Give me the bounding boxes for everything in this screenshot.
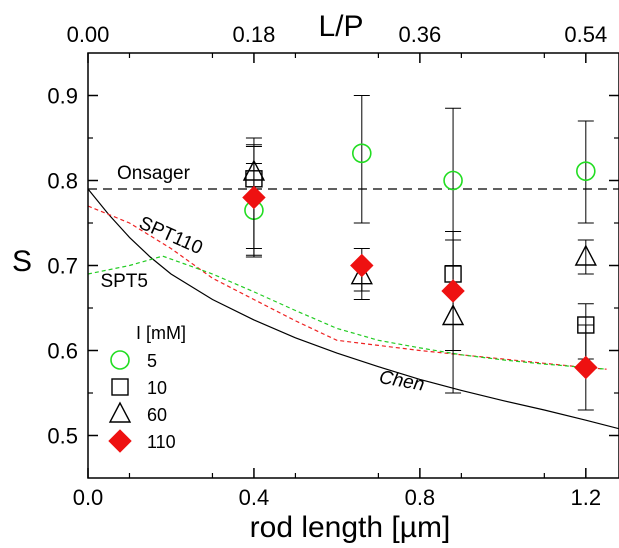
- legend-marker-5: [110, 350, 130, 370]
- data-point-5: [443, 170, 463, 191]
- line-chen: [87, 188, 619, 430]
- annotation-spt5: SPT5: [100, 271, 148, 292]
- line-spt110: [87, 205, 607, 370]
- series-60: [242, 137, 597, 394]
- legend-marker-10: [111, 378, 129, 396]
- legend-title: I [mM]: [136, 323, 186, 343]
- legend-marker-110: [108, 429, 132, 453]
- series-5: [244, 95, 596, 266]
- y-tick-label: 0.9: [47, 84, 78, 109]
- x-tick-label: 0.8: [405, 485, 436, 510]
- line-spt5: [87, 255, 607, 370]
- x-tick-label: 1.2: [571, 485, 602, 510]
- data-point-110: [242, 185, 266, 210]
- series-10: [245, 144, 595, 360]
- x2-axis-title: L/P: [318, 10, 363, 43]
- x-axis-title: rod length [µm]: [250, 511, 451, 544]
- annotation-chen: Chen: [378, 367, 426, 396]
- y-tick-label: 0.8: [47, 169, 78, 194]
- data-point-110: [574, 355, 598, 380]
- legend-label-5: 5: [147, 351, 157, 371]
- y-tick-label: 0.6: [47, 339, 78, 364]
- legend-label-10: 10: [147, 378, 167, 398]
- plot-area: Onsager SPT110 SPT5 Chen: [87, 95, 619, 430]
- x2-tick-label: 0.54: [564, 22, 607, 47]
- legend: I [mM] 5 10 60 110: [108, 323, 186, 453]
- x2-tick-label: 0.00: [67, 22, 110, 47]
- annotation-onsager: Onsager: [117, 163, 191, 184]
- y-tick-label: 0.7: [47, 254, 78, 279]
- series-110: [242, 146, 598, 411]
- legend-label-110: 110: [147, 432, 176, 452]
- y-axis-title: S: [12, 245, 32, 278]
- x-tick-label: 0.0: [73, 485, 104, 510]
- data-point-110: [441, 279, 465, 303]
- legend-label-60: 60: [147, 405, 167, 425]
- x-tick-label: 0.4: [239, 485, 270, 510]
- data-point-5: [576, 161, 596, 181]
- data-point-5: [351, 143, 372, 164]
- axes: 0.0 0.4 0.8 1.2 0.00 0.18 0.36 0.54 0.5 0.6 0.7 0.8…: [47, 22, 619, 510]
- data-point-60: [574, 244, 597, 266]
- data-point-110: [350, 253, 374, 278]
- annotation-spt110: SPT110: [136, 213, 206, 260]
- legend-marker-60: [108, 401, 132, 423]
- y-tick-label: 0.5: [47, 424, 78, 449]
- x2-tick-label: 0.18: [233, 22, 276, 47]
- x2-tick-label: 0.36: [398, 22, 441, 47]
